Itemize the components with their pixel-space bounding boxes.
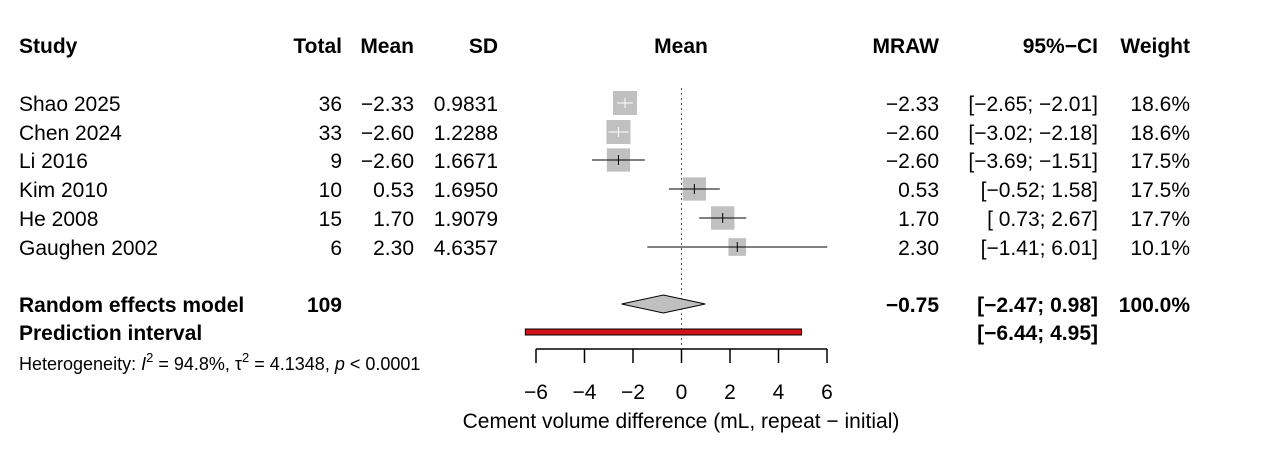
random-effects-mraw: −0.75 [886, 294, 939, 317]
study-mean: 2.30 [373, 237, 414, 260]
study-name: Shao 2025 [19, 93, 121, 116]
study-mraw: 1.70 [898, 208, 939, 231]
study-mean: 1.70 [373, 208, 414, 231]
study-mean: −2.33 [361, 93, 414, 116]
header-mean: Mean [360, 35, 414, 58]
het-p-symbol: p [334, 354, 345, 374]
study-name: Chen 2024 [19, 122, 122, 145]
study-row: Kim 2010 10 0.53 1.6950 0.53 [−0.52; 1.58] 17.… [19, 177, 1190, 202]
study-total: 9 [330, 150, 342, 173]
study-mraw: −2.33 [886, 93, 939, 116]
heterogeneity-text: Heterogeneity: I2 = 94.8%, τ2 = 4.1348, … [19, 350, 420, 374]
study-sd: 1.6671 [434, 150, 498, 173]
x-tick-label: 0 [676, 381, 688, 404]
study-name: Gaughen 2002 [19, 237, 158, 260]
study-total: 15 [319, 208, 342, 231]
study-ci: [−3.69; −1.51] [968, 150, 1098, 173]
prediction-interval-ci: [−6.44; 4.95] [977, 322, 1098, 345]
header-study: Study [19, 35, 78, 58]
study-weight: 18.6% [1130, 93, 1190, 116]
study-name: Kim 2010 [19, 179, 108, 202]
column-headers: Study Total Mean SD Mean MRAW 95%−CI Wei… [19, 35, 1190, 58]
prediction-interval-bar [524, 328, 803, 336]
random-effects-weight: 100.0% [1119, 294, 1191, 317]
study-name: He 2008 [19, 208, 98, 231]
study-weight: 10.1% [1130, 237, 1190, 260]
het-tau-symbol: τ [235, 354, 242, 374]
study-mean: −2.60 [361, 122, 414, 145]
x-tick-label: 6 [821, 381, 833, 404]
study-sd: 1.2288 [434, 122, 498, 145]
study-mraw: −2.60 [886, 122, 939, 145]
prediction-interval-label: Prediction interval [19, 322, 202, 345]
header-weight: Weight [1120, 35, 1190, 58]
x-tick-label: −2 [621, 381, 645, 404]
study-weight: 18.6% [1130, 122, 1190, 145]
x-axis: −6 −4 −2 0 2 4 6 [524, 348, 833, 404]
study-weight: 17.5% [1130, 150, 1190, 173]
study-mraw: 0.53 [898, 179, 939, 202]
het-p-value: < 0.0001 [345, 354, 421, 374]
study-ci: [−3.02; −2.18] [968, 122, 1098, 145]
het-tau-exponent: 2 [242, 350, 249, 365]
study-weight: 17.5% [1130, 179, 1190, 202]
header-plot-mean: Mean [654, 35, 708, 58]
study-sd: 4.6357 [434, 237, 498, 260]
summary-rows: Random effects model 109 −0.75 [−2.47; 0.98… [19, 294, 1190, 345]
het-tau-value: = 4.1348, [249, 354, 335, 374]
study-mean: 0.53 [373, 179, 414, 202]
x-axis-label: Cement volume difference (mL, repeat − i… [463, 410, 900, 433]
het-i2-value: = 94.8%, [153, 354, 235, 374]
study-weight: 17.7% [1130, 208, 1190, 231]
random-effects-total: 109 [307, 294, 342, 317]
header-sd: SD [469, 35, 498, 58]
study-mean: −2.60 [361, 150, 414, 173]
het-prefix: Heterogeneity: [19, 354, 141, 374]
x-tick-label: −6 [524, 381, 548, 404]
prediction-interval-row: Prediction interval [−6.44; 4.95] [19, 322, 1098, 345]
study-ci: [−0.52; 1.58] [981, 179, 1098, 202]
study-ci: [ 0.73; 2.67] [987, 208, 1098, 231]
study-sd: 1.6950 [434, 179, 498, 202]
study-mraw: −2.60 [886, 150, 939, 173]
study-row: Li 2016 9 −2.60 1.6671 −2.60 [−3.69; −1.51] 17… [19, 148, 1190, 173]
study-total: 6 [330, 237, 342, 260]
study-row: He 2008 15 1.70 1.9079 1.70 [ 0.73; 2.67] 17.7… [19, 206, 1190, 231]
random-effects-row: Random effects model 109 −0.75 [−2.47; 0.98… [19, 294, 1190, 317]
study-row: Gaughen 2002 6 2.30 4.6357 2.30 [−1.41; 6.01]… [19, 237, 1190, 260]
het-i2-symbol: I [141, 354, 146, 374]
study-sd: 0.9831 [434, 93, 498, 116]
x-tick-label: 4 [773, 381, 785, 404]
x-tick-label: 2 [724, 381, 736, 404]
header-ci: 95%−CI [1023, 35, 1098, 58]
random-effects-label: Random effects model [19, 294, 244, 317]
het-i2-exponent: 2 [146, 350, 153, 365]
header-total: Total [293, 35, 342, 58]
study-rows: Shao 2025 36 −2.33 0.9831 −2.33 [−2.65; −2.01… [19, 91, 1190, 260]
study-total: 10 [319, 179, 342, 202]
study-sd: 1.9079 [434, 208, 498, 231]
study-total: 33 [319, 122, 342, 145]
study-row: Shao 2025 36 −2.33 0.9831 −2.33 [−2.65; −2.01… [19, 91, 1190, 116]
header-mraw: MRAW [873, 35, 940, 58]
study-mraw: 2.30 [898, 237, 939, 260]
random-effects-diamond [621, 294, 706, 314]
study-row: Chen 2024 33 −2.60 1.2288 −2.60 [−3.02; −2.18… [19, 120, 1190, 145]
random-effects-ci: [−2.47; 0.98] [977, 294, 1098, 317]
x-tick-label: −4 [573, 381, 597, 404]
study-ci: [−1.41; 6.01] [981, 237, 1098, 260]
study-total: 36 [319, 93, 342, 116]
study-name: Li 2016 [19, 150, 88, 173]
study-ci: [−2.65; −2.01] [968, 93, 1098, 116]
